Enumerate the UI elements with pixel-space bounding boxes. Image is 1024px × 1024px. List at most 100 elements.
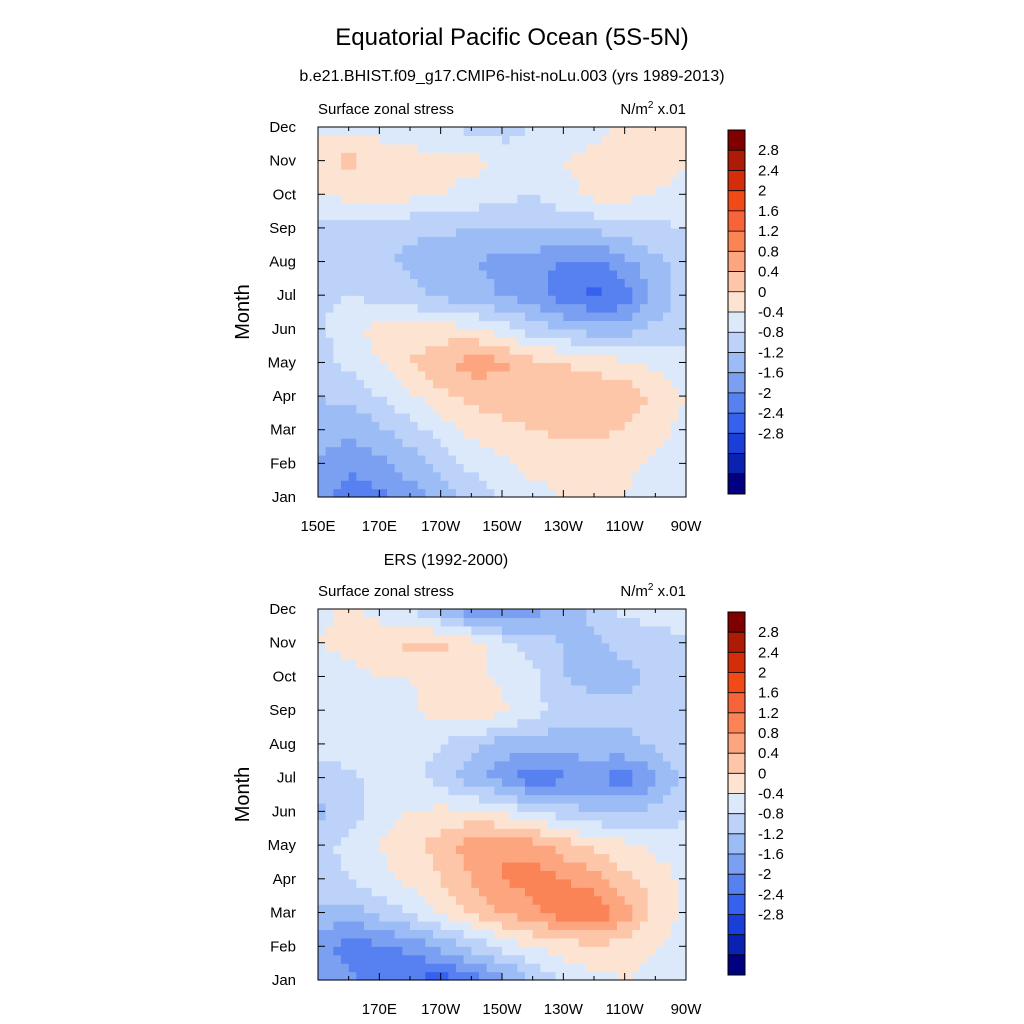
- heatmap-cell: [379, 743, 388, 753]
- heatmap-cell: [540, 887, 549, 897]
- heatmap-cell: [571, 701, 580, 711]
- heatmap-cell: [502, 794, 511, 804]
- heatmap-cell: [448, 937, 457, 947]
- heatmap-cell: [640, 269, 649, 279]
- heatmap-cell: [578, 261, 587, 271]
- heatmap-cell: [647, 480, 656, 490]
- heatmap-cell: [394, 421, 403, 431]
- heatmap-cell: [571, 236, 580, 246]
- heatmap-cell: [517, 760, 526, 770]
- heatmap-cell: [502, 693, 511, 703]
- heatmap-cell: [548, 735, 557, 745]
- heatmap-cell: [517, 421, 526, 431]
- heatmap-cell: [617, 185, 626, 195]
- heatmap-cell: [678, 693, 687, 703]
- heatmap-cell: [555, 152, 564, 162]
- heatmap-cell: [532, 845, 541, 855]
- heatmap-cell: [356, 617, 365, 627]
- heatmap-cell: [318, 895, 327, 905]
- heatmap-cell: [647, 836, 656, 846]
- heatmap-cell: [425, 937, 434, 947]
- heatmap-cell: [371, 946, 380, 956]
- heatmap-cell: [456, 143, 465, 153]
- heatmap-cell: [448, 743, 457, 753]
- heatmap-cell: [371, 278, 380, 288]
- heatmap-cell: [532, 735, 541, 745]
- heatmap-cell: [433, 786, 442, 796]
- heatmap-cell: [563, 794, 572, 804]
- heatmap-cell: [624, 177, 633, 187]
- heatmap-cell: [318, 878, 327, 888]
- heatmap-cell: [410, 312, 419, 322]
- heatmap-cell: [509, 253, 518, 263]
- heatmap-cell: [433, 743, 442, 753]
- heatmap-cell: [571, 963, 580, 973]
- heatmap-cell: [318, 710, 327, 720]
- heatmap-cell: [417, 211, 426, 221]
- heatmap-cell: [333, 836, 342, 846]
- heatmap-cell: [640, 202, 649, 212]
- heatmap-cell: [325, 236, 334, 246]
- heatmap-cell: [440, 802, 449, 812]
- heatmap-cell: [640, 152, 649, 162]
- heatmap-cell: [586, 904, 595, 914]
- heatmap-cell: [647, 412, 656, 422]
- heatmap-cell: [571, 718, 580, 728]
- heatmap-cell: [325, 676, 334, 686]
- heatmap-cell: [555, 786, 564, 796]
- heatmap-cell: [371, 421, 380, 431]
- heatmap-cell: [609, 152, 618, 162]
- heatmap-cell: [341, 912, 350, 922]
- heatmap-cell: [647, 937, 656, 947]
- heatmap-cell: [509, 668, 518, 678]
- heatmap-cell: [601, 802, 610, 812]
- heatmap-cell: [456, 676, 465, 686]
- heatmap-cell: [640, 488, 649, 498]
- heatmap-cell: [532, 446, 541, 456]
- heatmap-cell: [333, 777, 342, 787]
- heatmap-cell: [494, 870, 503, 880]
- heatmap-cell: [663, 337, 672, 347]
- heatmap-cell: [617, 328, 626, 338]
- heatmap-cell: [586, 127, 595, 137]
- heatmap-cell: [417, 971, 426, 981]
- heatmap-cell: [663, 370, 672, 380]
- heatmap-cell: [433, 143, 442, 153]
- heatmap-cell: [555, 412, 564, 422]
- heatmap-cell: [394, 303, 403, 313]
- heatmap-cell: [594, 421, 603, 431]
- heatmap-cell: [624, 946, 633, 956]
- heatmap-cell: [609, 946, 618, 956]
- heatmap-cell: [609, 802, 618, 812]
- heatmap-cell: [640, 920, 649, 931]
- heatmap-cell: [364, 634, 373, 644]
- heatmap-cell: [548, 269, 557, 279]
- heatmap-cell: [333, 828, 342, 838]
- heatmap-cell: [364, 412, 373, 422]
- heatmap-cell: [502, 202, 511, 212]
- heatmap-cell: [601, 328, 610, 338]
- heatmap-cell: [494, 971, 503, 981]
- heatmap-cell: [509, 878, 518, 888]
- heatmap-cell: [379, 362, 388, 372]
- heatmap-cell: [348, 480, 357, 490]
- heatmap-cell: [471, 684, 480, 694]
- heatmap-cell: [440, 819, 449, 829]
- heatmap-cell: [502, 946, 511, 956]
- heatmap-cell: [670, 617, 679, 627]
- heatmap-cell: [379, 438, 388, 448]
- heatmap-cell: [433, 718, 442, 728]
- heatmap-cell: [548, 659, 557, 669]
- heatmap-cell: [571, 845, 580, 855]
- heatmap-cell: [471, 438, 480, 448]
- heatmap-cell: [486, 735, 495, 745]
- heatmap-cell: [471, 727, 480, 737]
- heatmap-cell: [402, 954, 411, 964]
- heatmap-cell: [364, 617, 373, 627]
- heatmap-cell: [425, 354, 434, 364]
- heatmap-cell: [540, 929, 549, 939]
- heatmap-cell: [502, 328, 511, 338]
- heatmap-cell: [456, 261, 465, 271]
- heatmap-cell: [425, 668, 434, 678]
- heatmap-cell: [563, 786, 572, 796]
